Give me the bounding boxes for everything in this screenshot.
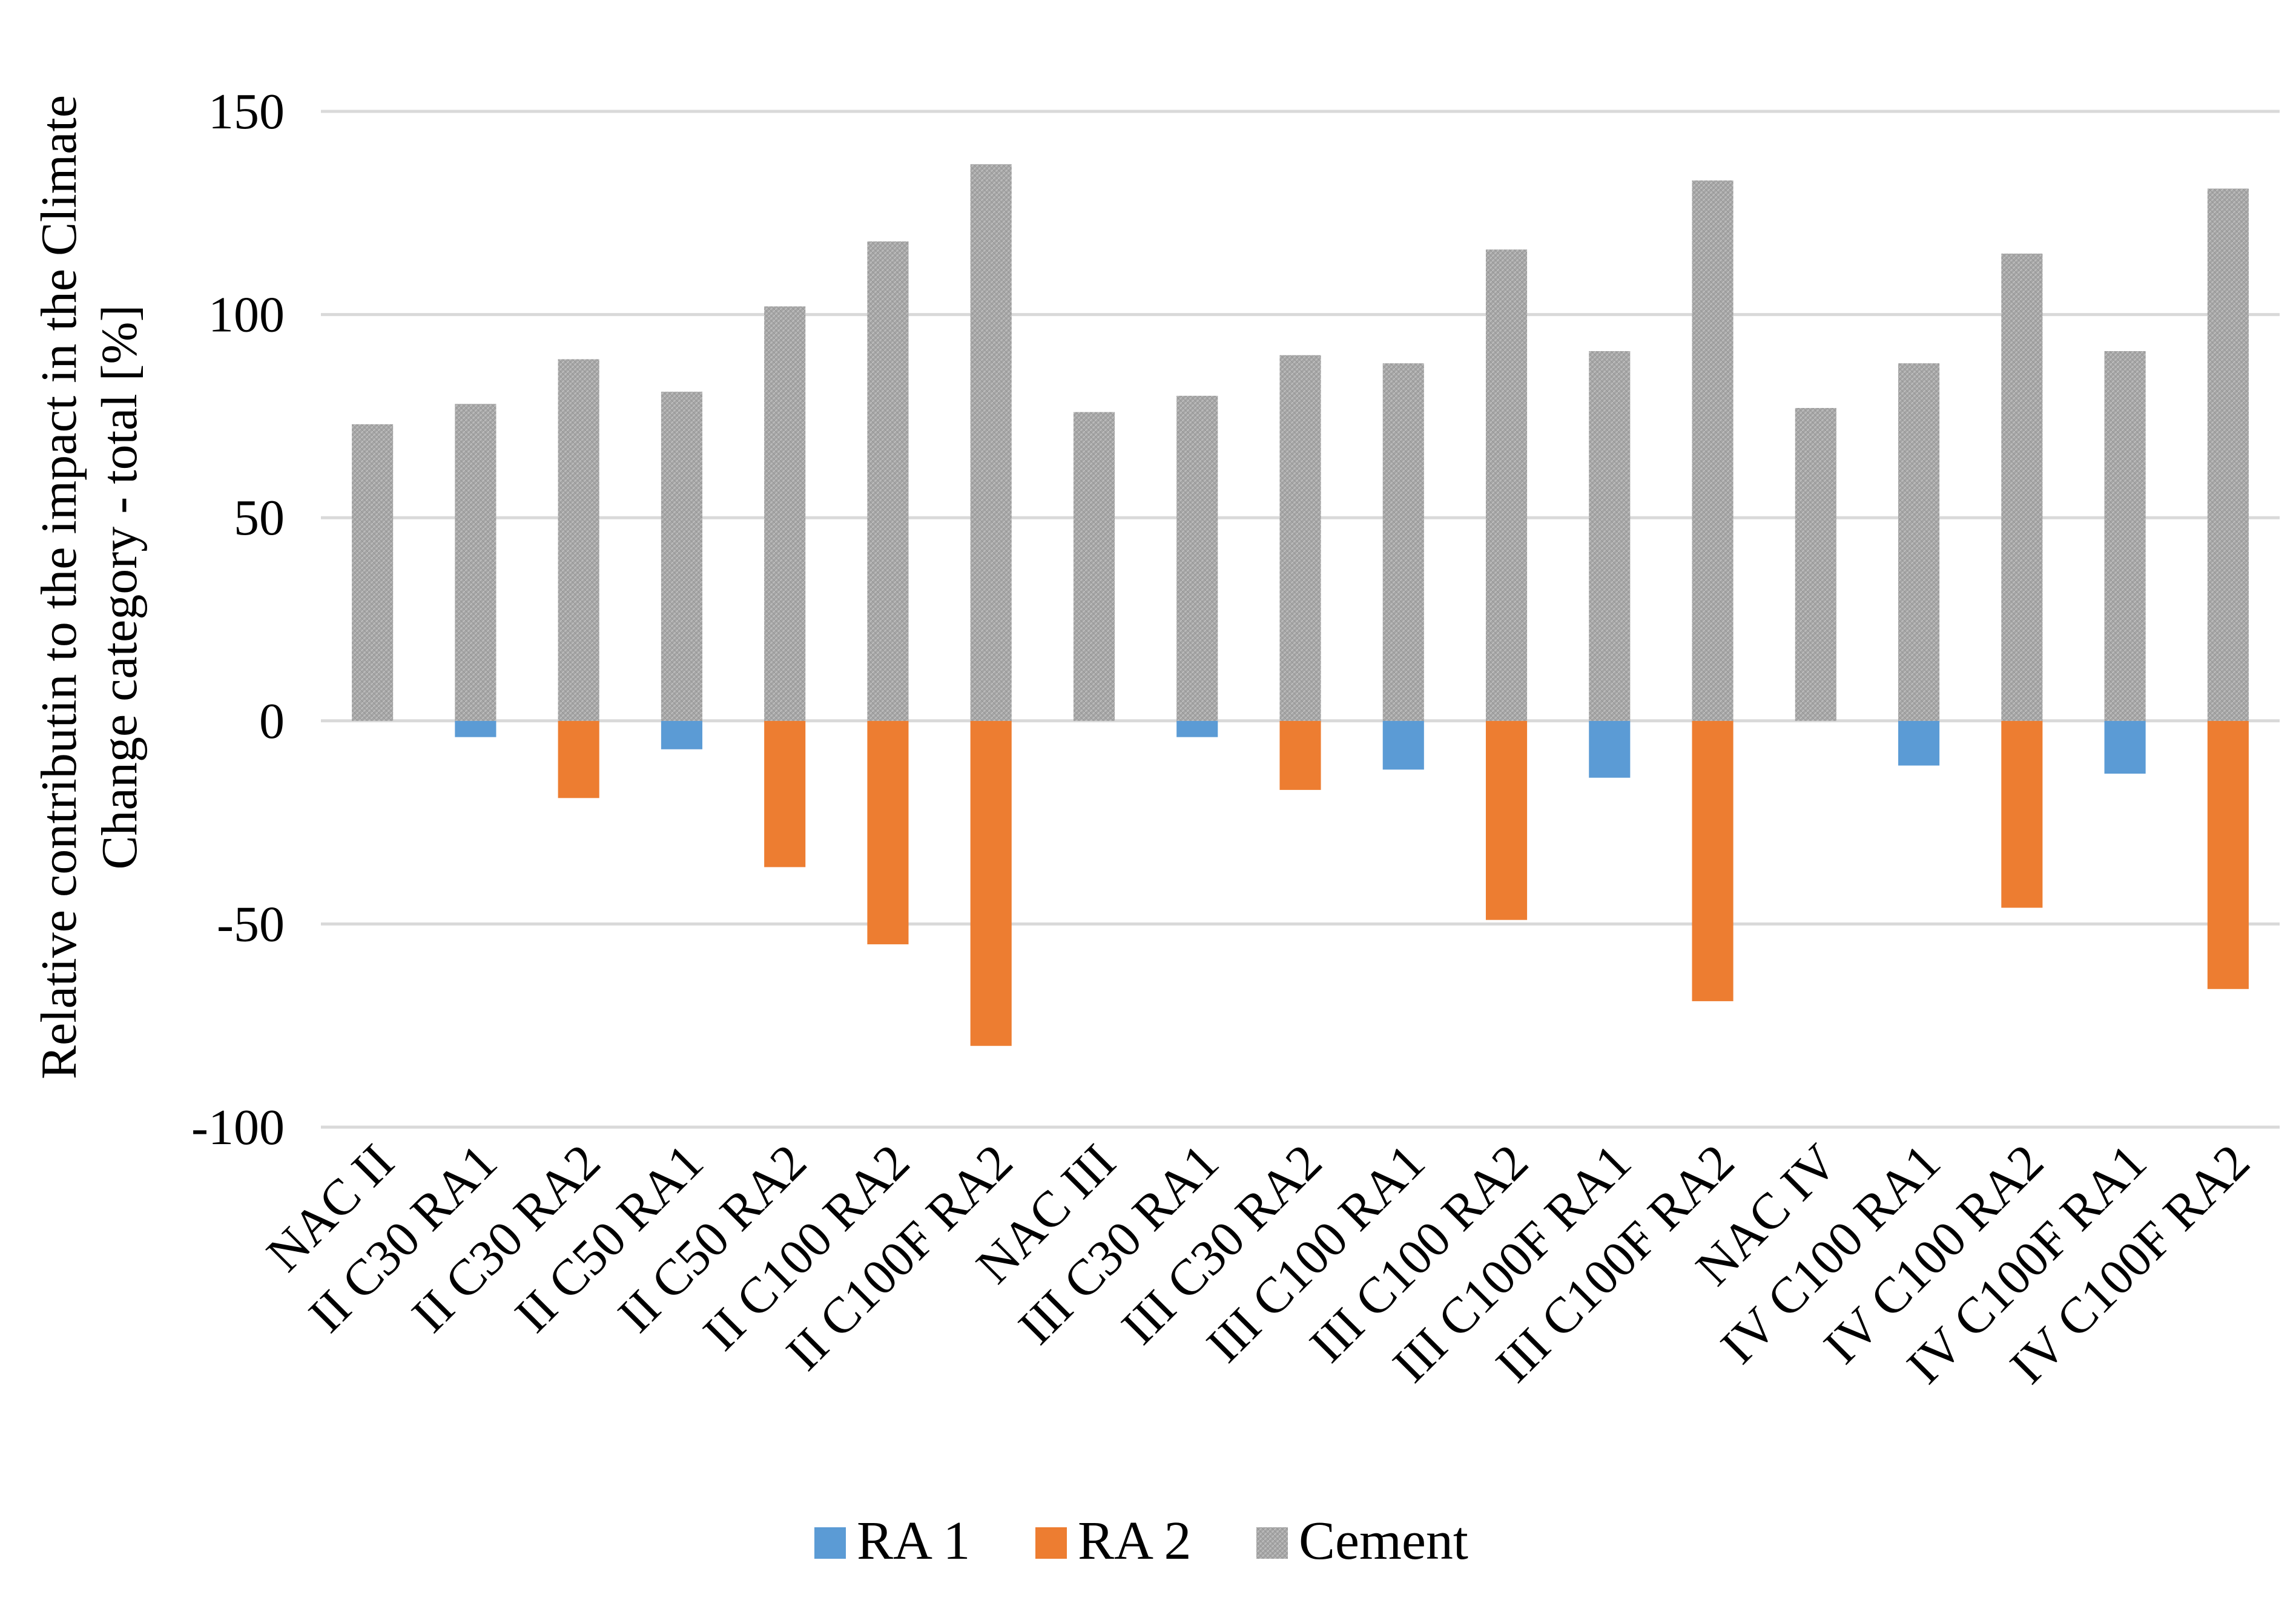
bar-cement [352, 424, 394, 721]
y-tick-label: -100 [191, 1099, 285, 1156]
bar-ra-1 [1382, 720, 1424, 770]
bar-cement [2207, 188, 2249, 721]
bar-ra-1 [1589, 720, 1631, 778]
y-tick-label: 50 [234, 490, 285, 546]
bar-ra-1 [1176, 720, 1218, 737]
bar-cement [764, 306, 806, 721]
legend-swatch [1256, 1527, 1288, 1559]
y-tick-label: 100 [208, 287, 285, 343]
bar-ra-2 [764, 720, 806, 867]
bar-cement [1589, 351, 1631, 721]
bar-ra-1 [2104, 720, 2146, 774]
bar-ra-2 [1279, 720, 1321, 790]
bar-ra-2 [970, 720, 1012, 1046]
bar-cement [1485, 249, 1528, 721]
bar-ra-2 [1485, 720, 1528, 920]
bar-cement [1692, 180, 1734, 721]
bar-ra-2 [1692, 720, 1734, 1001]
bar-ra-2 [558, 720, 599, 798]
bar-ra-2 [867, 720, 909, 944]
y-axis-title-line: Relative contributin to the impact in th… [31, 95, 87, 1079]
bar-cement [1176, 395, 1218, 721]
legend-label: Cement [1299, 1511, 1468, 1571]
bar-ra-1 [455, 720, 496, 737]
bar-ra-2 [2001, 720, 2043, 908]
bar-cement [455, 404, 496, 721]
y-tick-label: 0 [259, 693, 285, 749]
bar-cement [1382, 363, 1424, 721]
y-tick-label: 150 [208, 84, 285, 140]
bars [352, 164, 2249, 1046]
bar-cement [2104, 351, 2146, 721]
bar-cement [1279, 355, 1321, 721]
y-tick-label: -50 [217, 896, 285, 952]
legend: RA 1 RA 2 Cement [814, 1511, 1468, 1571]
y-axis-title: Relative contributin to the impact in th… [31, 95, 148, 1079]
bar-cement [558, 359, 599, 721]
legend-label: RA 2 [1078, 1511, 1192, 1571]
bar-cement [1795, 407, 1836, 721]
bar-ra-1 [661, 720, 702, 749]
bar-cement [970, 164, 1012, 721]
y-axis-title-line: Change category - total [%] [91, 305, 148, 870]
bar-cement [2001, 253, 2043, 721]
y-axis-ticks: 150 100 50 0 -50 -100 [191, 84, 285, 1156]
bar-ra-1 [1898, 720, 1940, 766]
legend-swatch [814, 1527, 846, 1559]
bar-cement [867, 241, 909, 721]
legend-label: RA 1 [857, 1511, 971, 1571]
bar-ra-2 [2207, 720, 2249, 989]
bar-cement [1898, 363, 1940, 721]
bar-cement [1073, 412, 1115, 721]
legend-swatch [1035, 1527, 1067, 1559]
bar-cement [661, 392, 702, 721]
